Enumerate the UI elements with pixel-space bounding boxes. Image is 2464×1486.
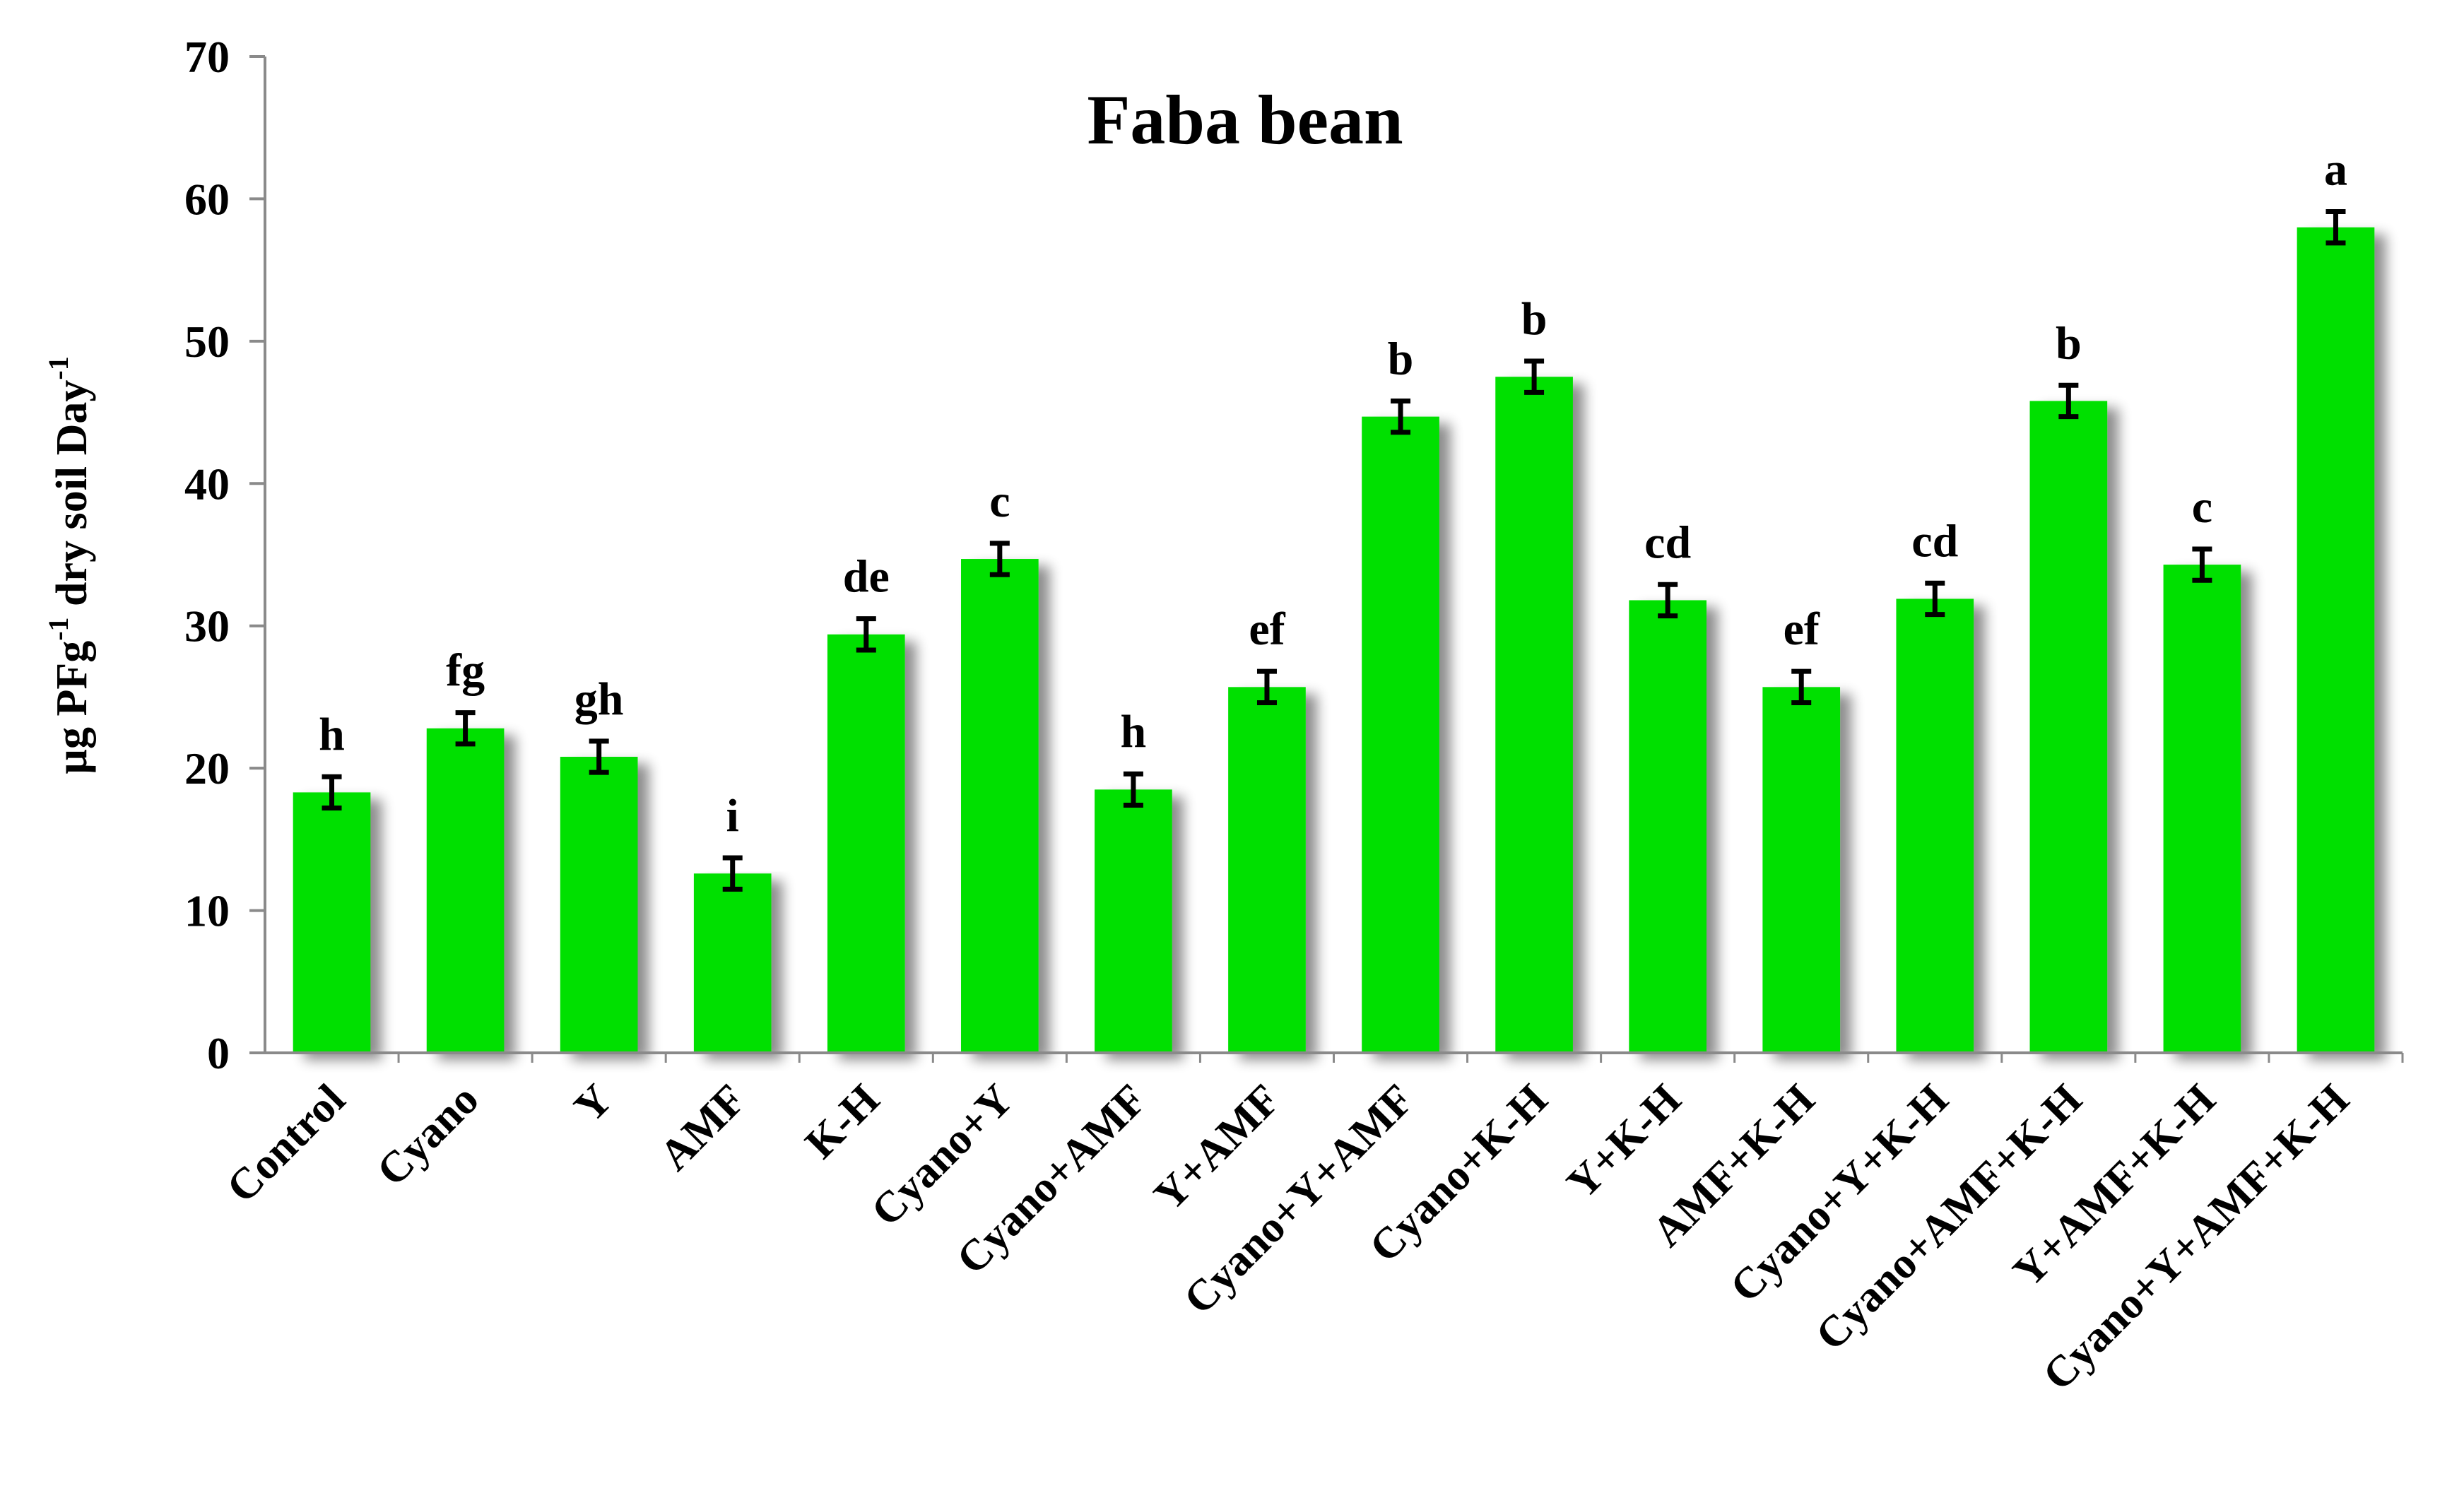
bar — [961, 559, 1039, 1053]
x-tick-label: Y+K-H — [1558, 1075, 1691, 1208]
significance-label: h — [319, 709, 345, 760]
significance-label: b — [1388, 333, 1414, 384]
x-tick-label: Y — [565, 1075, 622, 1132]
y-axis-label-sup1: -1 — [42, 617, 74, 640]
bar — [2029, 401, 2108, 1053]
y-tick-label: 10 — [184, 886, 230, 936]
y-tick-label: 0 — [207, 1028, 230, 1078]
x-tick-label: AMF — [651, 1075, 755, 1180]
significance-label: c — [989, 476, 1010, 527]
y-axis: 0 10 20 30 40 50 60 70 — [184, 32, 266, 1078]
chart-title: Faba bean — [1087, 81, 1403, 159]
bar — [293, 792, 371, 1053]
y-axis-label-mid: dry soil Day — [48, 380, 96, 618]
significance-label: a — [2324, 144, 2347, 196]
bar — [1629, 600, 1706, 1053]
significance-label: gh — [574, 673, 624, 725]
significance-label: fg — [446, 645, 485, 697]
x-tick-label: Control — [218, 1075, 354, 1212]
y-tick-label: 30 — [184, 601, 230, 651]
significance-label: de — [843, 551, 890, 603]
bar — [827, 634, 905, 1053]
x-tick-label: K-H — [796, 1075, 889, 1168]
bar — [693, 873, 772, 1053]
bars-group — [293, 227, 2375, 1053]
y-tick-label: 60 — [184, 174, 230, 224]
bar — [2163, 565, 2241, 1053]
y-tick-label: 70 — [184, 32, 230, 82]
significance-label: c — [2192, 481, 2212, 533]
bar — [1762, 687, 1841, 1053]
x-axis: Control Cyano Y AMF K-HCyano+YCyano+AMFY+AMF… — [218, 1051, 2404, 1400]
significance-label: h — [1121, 706, 1147, 757]
x-tick-label: Cyano+Y+AMF — [1175, 1075, 1423, 1323]
significance-label: cd — [1644, 517, 1691, 568]
significance-label: i — [726, 790, 739, 842]
significance-label: b — [2056, 317, 2082, 369]
bar — [1362, 416, 1439, 1053]
significance-labels-group: h fg gh i de c h ef b b cd ef cd b c a — [319, 144, 2347, 842]
significance-label: ef — [1249, 603, 1285, 655]
significance-label: ef — [1784, 603, 1820, 655]
bar — [1095, 789, 1172, 1053]
bar — [2297, 227, 2375, 1053]
bar — [560, 757, 638, 1053]
bar — [1495, 377, 1573, 1053]
y-tick-label: 20 — [184, 743, 230, 794]
y-tick-label: 50 — [184, 317, 230, 367]
bar — [1896, 598, 1974, 1053]
error-bars-group — [322, 209, 2346, 892]
bar — [1228, 687, 1306, 1053]
y-tick-label: 40 — [184, 459, 230, 509]
y-axis-label-main: µg PFg — [48, 641, 96, 774]
y-axis-label: µg PFg-1 dry soil Day-1 — [42, 356, 96, 774]
x-tick-label: Cyano — [368, 1075, 488, 1196]
significance-label: b — [1521, 293, 1548, 345]
y-axis-label-sup2: -1 — [42, 356, 74, 379]
bar — [426, 728, 505, 1053]
significance-label: cd — [1911, 515, 1958, 567]
